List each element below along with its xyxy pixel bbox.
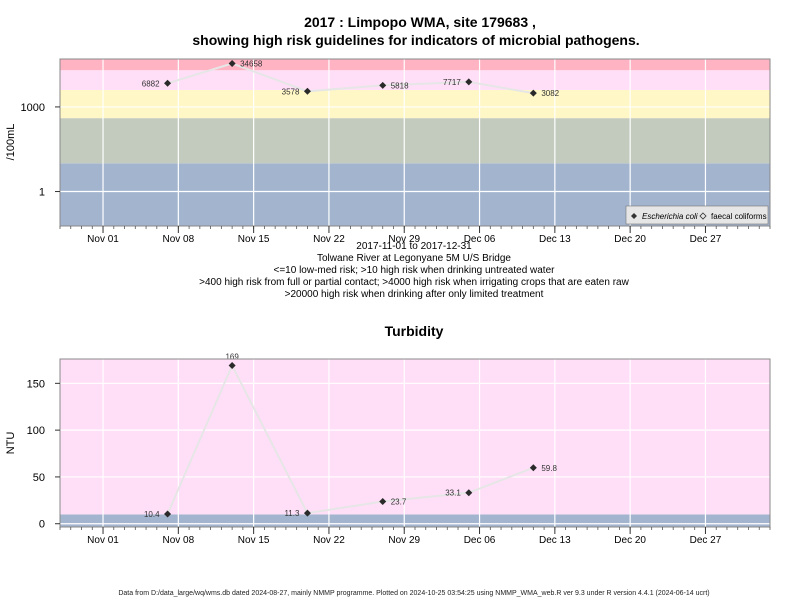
- data-point-3: [379, 81, 387, 89]
- x-tick-label-4: Nov 29: [388, 535, 420, 546]
- x-tick-label-6: Dec 13: [539, 535, 571, 546]
- series-line: [166, 363, 534, 515]
- data-label-5: 59.8: [541, 464, 557, 473]
- microbial-legend: Escherichia coli faecal coliforms: [625, 205, 769, 225]
- legend-ecoli-label: Escherichia coli: [642, 212, 698, 221]
- data-label-4: 7717: [443, 78, 461, 87]
- data-point-5: [529, 464, 537, 472]
- data-label-1: 169: [225, 353, 239, 362]
- x-tick-label-1: Nov 08: [162, 234, 194, 245]
- x-tick-label-7: Dec 20: [614, 535, 646, 546]
- data-label-0: 10.4: [144, 510, 160, 519]
- y-tick-label-0: 1: [39, 187, 45, 199]
- x-tick-label-0: Nov 01: [87, 234, 119, 245]
- y-tick-label-3: 150: [27, 378, 45, 390]
- data-point-0: [164, 510, 172, 518]
- microbial-y-axis-label: /100mL: [5, 124, 17, 161]
- legend-ecoli-marker: [631, 213, 637, 219]
- turbidity-grid: [60, 359, 770, 527]
- y-tick-label-0: 0: [39, 519, 45, 531]
- x-tick-label-8: Dec 27: [690, 535, 722, 546]
- main-title-line-1: 2017 : Limpopo WMA, site 179683 ,: [304, 14, 536, 30]
- data-point-5: [529, 89, 537, 97]
- risk-band-3: [60, 70, 770, 90]
- data-label-3: 23.7: [391, 498, 407, 507]
- data-point-1: [228, 59, 236, 67]
- legend-box: [625, 205, 769, 225]
- x-tick-label-0: Nov 01: [87, 535, 119, 546]
- microbial-y-axis: 1 1000: [21, 102, 60, 199]
- data-point-3: [379, 498, 387, 506]
- turbidity-title: Turbidity: [385, 323, 444, 339]
- x-tick-label-1: Nov 08: [162, 535, 194, 546]
- turbidity-bands: [60, 359, 770, 527]
- data-point-2: [303, 509, 311, 517]
- x-tick-label-2: Nov 15: [238, 234, 270, 245]
- series-line: [167, 62, 534, 95]
- risk-band-4: [60, 59, 770, 71]
- data-label-3: 5818: [391, 81, 409, 90]
- x-tick-label-3: Nov 22: [313, 234, 345, 245]
- risk-band-2: [60, 89, 770, 119]
- x-tick-label-5: Dec 06: [464, 535, 496, 546]
- turbidity-y-axis: 0 50 100 150: [27, 378, 60, 531]
- microbial-x-axis: Nov 01 Nov 08 Nov 15 Nov 22 Nov 29 Dec 06 Dec …: [59, 226, 771, 245]
- x-tick-label-5: Dec 06: [464, 234, 496, 245]
- data-point-2: [303, 87, 311, 95]
- y-tick-label-1: 50: [33, 472, 45, 484]
- data-label-5: 3082: [541, 89, 559, 98]
- turbidity-x-axis: Nov 01 Nov 08 Nov 15 Nov 22 Nov 29 Dec 06 Dec …: [59, 527, 771, 546]
- note-site-name: Tolwane River at Legonyane 5M U/S Bridge: [317, 253, 511, 264]
- x-tick-label-3: Nov 22: [313, 535, 345, 546]
- footer-note: Data from D:/data_large/wq/wms.db dated …: [118, 590, 709, 597]
- y-tick-label-2: 100: [27, 425, 45, 437]
- note-risk-contact: >400 high risk from full or partial cont…: [199, 277, 629, 288]
- data-label-2: 11.3: [284, 509, 300, 518]
- x-tick-label-6: Dec 13: [539, 234, 571, 245]
- turbidity-y-axis-label: NTU: [5, 432, 17, 455]
- main-title-line-2: showing high risk guidelines for indicat…: [192, 32, 639, 48]
- legend-faecal-label: faecal coliforms: [711, 212, 767, 221]
- risk-band-1: [60, 118, 770, 164]
- note-risk-treatment: >20000 high risk when drinking after onl…: [285, 289, 544, 300]
- data-label-4: 33.1: [445, 489, 461, 498]
- risk-band-1: [60, 359, 770, 515]
- microbial-grid: [60, 59, 770, 226]
- data-point-0: [164, 79, 172, 87]
- note-risk-drinking: <=10 low-med risk; >10 high risk when dr…: [274, 265, 556, 276]
- microbial-notes: 2017-11-01 to 2017-12-31 Tolwane River a…: [199, 241, 629, 300]
- data-point-4: [465, 489, 473, 497]
- data-label-2: 3578: [282, 87, 300, 96]
- x-tick-label-8: Dec 27: [690, 234, 722, 245]
- x-tick-label-2: Nov 15: [238, 535, 270, 546]
- y-tick-label-1: 1000: [21, 102, 45, 114]
- turbidity-series: 10.4 169 11.3 23.7 33.1 59.8: [144, 353, 557, 519]
- note-date-range: 2017-11-01 to 2017-12-31: [356, 241, 472, 252]
- data-label-1: 34658: [240, 59, 263, 68]
- microbial-series: 6882 34658 3578 5818 7717 3082: [142, 59, 560, 98]
- data-point-4: [465, 78, 473, 86]
- data-point-1: [228, 362, 236, 370]
- x-tick-label-7: Dec 20: [614, 234, 646, 245]
- data-label-0: 6882: [142, 79, 160, 88]
- legend-faecal-marker: [699, 212, 707, 220]
- x-tick-label-4: Nov 29: [388, 234, 420, 245]
